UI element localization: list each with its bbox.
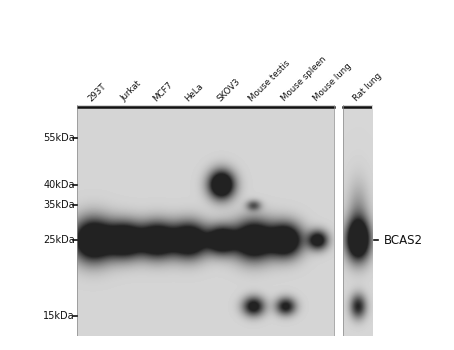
Text: HeLa: HeLa: [183, 82, 205, 103]
Text: Mouse lung: Mouse lung: [311, 62, 353, 103]
Text: 35kDa: 35kDa: [43, 201, 75, 210]
Text: 55kDa: 55kDa: [43, 133, 75, 143]
Text: 40kDa: 40kDa: [44, 180, 75, 190]
Text: SKOV3: SKOV3: [215, 77, 242, 103]
Text: Rat lung: Rat lung: [351, 71, 383, 103]
Text: Jurkat: Jurkat: [119, 79, 143, 103]
Text: MCF7: MCF7: [151, 80, 174, 103]
Text: BCAS2: BCAS2: [384, 234, 423, 247]
Text: 15kDa: 15kDa: [43, 312, 75, 321]
Text: Mouse testis: Mouse testis: [247, 58, 292, 103]
Text: Mouse spleen: Mouse spleen: [279, 55, 328, 103]
Text: 293T: 293T: [87, 82, 109, 103]
Text: 25kDa: 25kDa: [43, 235, 75, 245]
